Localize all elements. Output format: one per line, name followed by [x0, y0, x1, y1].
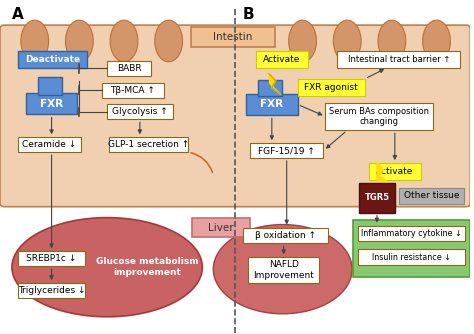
Text: GLP-1 secretion ↑: GLP-1 secretion ↑: [108, 140, 190, 149]
FancyBboxPatch shape: [250, 143, 323, 158]
Text: Intestinal tract barrier ↑: Intestinal tract barrier ↑: [347, 55, 450, 64]
Text: Ceramide ↓: Ceramide ↓: [22, 140, 77, 149]
FancyBboxPatch shape: [18, 251, 85, 266]
FancyBboxPatch shape: [399, 188, 465, 204]
FancyBboxPatch shape: [246, 94, 298, 116]
FancyBboxPatch shape: [337, 51, 460, 68]
Text: BABR: BABR: [117, 64, 141, 73]
FancyBboxPatch shape: [107, 61, 151, 76]
Text: SREBP1c ↓: SREBP1c ↓: [27, 254, 77, 263]
FancyBboxPatch shape: [18, 137, 82, 152]
Polygon shape: [269, 74, 281, 95]
Ellipse shape: [378, 20, 406, 62]
FancyBboxPatch shape: [38, 77, 62, 95]
Text: B: B: [243, 7, 255, 22]
Text: TGR5: TGR5: [365, 193, 390, 202]
FancyBboxPatch shape: [109, 137, 189, 152]
FancyBboxPatch shape: [256, 51, 308, 68]
Ellipse shape: [21, 20, 49, 62]
Text: Intestin: Intestin: [213, 32, 253, 42]
Text: β oxidation ↑: β oxidation ↑: [255, 231, 316, 240]
Text: Triglycerides ↓: Triglycerides ↓: [18, 286, 85, 295]
Text: NAFLD
Improvement: NAFLD Improvement: [253, 261, 314, 280]
Text: FXR: FXR: [260, 100, 283, 110]
Text: Tβ-MCA ↑: Tβ-MCA ↑: [110, 86, 155, 95]
Ellipse shape: [65, 20, 93, 62]
FancyBboxPatch shape: [192, 217, 250, 237]
FancyBboxPatch shape: [191, 27, 275, 47]
FancyBboxPatch shape: [0, 25, 470, 207]
Text: FXR agonist: FXR agonist: [304, 82, 358, 92]
Text: Activate: Activate: [376, 167, 413, 176]
FancyBboxPatch shape: [18, 283, 85, 298]
Ellipse shape: [12, 217, 202, 317]
FancyBboxPatch shape: [358, 249, 465, 265]
Text: Insulin resistance ↓: Insulin resistance ↓: [372, 253, 451, 262]
Text: Glucose metabolism
improvement: Glucose metabolism improvement: [96, 258, 198, 277]
Text: A: A: [12, 7, 24, 22]
Text: Inflammatory cytokine ↓: Inflammatory cytokine ↓: [361, 229, 462, 238]
Ellipse shape: [110, 20, 138, 62]
Text: FGF-15/19 ↑: FGF-15/19 ↑: [258, 146, 315, 155]
Text: Deactivate: Deactivate: [25, 55, 80, 64]
Polygon shape: [377, 162, 387, 182]
Text: FXR: FXR: [40, 99, 63, 109]
Text: Liver: Liver: [209, 222, 234, 232]
FancyBboxPatch shape: [353, 219, 470, 277]
Ellipse shape: [213, 224, 352, 314]
FancyBboxPatch shape: [298, 79, 365, 96]
FancyBboxPatch shape: [18, 51, 87, 68]
Text: Other tissue: Other tissue: [404, 191, 459, 200]
FancyBboxPatch shape: [369, 163, 420, 180]
FancyBboxPatch shape: [26, 93, 77, 115]
FancyBboxPatch shape: [243, 227, 328, 243]
Text: Glycolysis ↑: Glycolysis ↑: [112, 108, 168, 117]
FancyBboxPatch shape: [248, 257, 319, 283]
FancyBboxPatch shape: [325, 103, 433, 130]
FancyBboxPatch shape: [358, 225, 465, 241]
FancyBboxPatch shape: [359, 183, 395, 213]
Ellipse shape: [155, 20, 182, 62]
Text: Activate: Activate: [263, 55, 301, 64]
Text: Serum BAs composition
changing: Serum BAs composition changing: [329, 107, 429, 126]
FancyBboxPatch shape: [258, 80, 282, 96]
FancyBboxPatch shape: [102, 83, 164, 98]
Ellipse shape: [423, 20, 450, 62]
FancyBboxPatch shape: [107, 105, 173, 119]
Ellipse shape: [333, 20, 361, 62]
Ellipse shape: [289, 20, 317, 62]
